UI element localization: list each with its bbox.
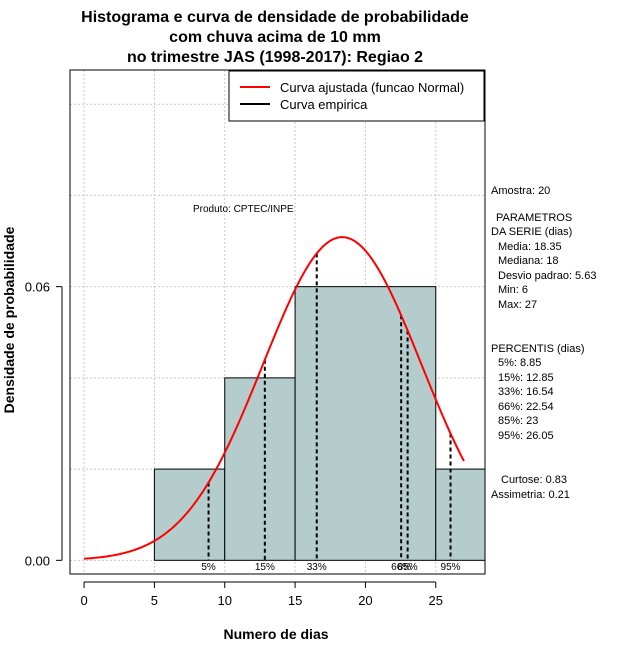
legend-curve-label: Curva ajustada (funcao Normal) (280, 80, 464, 95)
y-axis-label: Densidade de probabilidade (1, 226, 17, 413)
curve-layer (84, 236, 465, 560)
axis-layer: 0 5 10 15 20 25 0.00 0.06 (25, 280, 443, 608)
percentile-label: 15% (255, 562, 275, 573)
bar-layer (153, 286, 486, 561)
x-tick-label: 0 (80, 593, 87, 608)
percentil-5: 5%: 8.85 (498, 357, 541, 369)
chart-title-line-3: no trimestre JAS (1998-2017): Regiao 2 (127, 49, 423, 66)
percentile-layer: 5% 15% 33% 66%85% 95% (201, 253, 461, 573)
x-axis-label: Numero de dias (223, 626, 328, 642)
param-media: Media: 18.35 (498, 241, 562, 253)
parametros-title: PARAMETROS (496, 212, 572, 224)
legend: Curva ajustada (funcao Normal) Curva emp… (228, 70, 485, 122)
chart-title-line-1: Histograma e curva de densidade de proba… (81, 9, 469, 26)
percentil-85: 85%: 23 (498, 415, 538, 427)
histogram-bar (435, 468, 486, 561)
legend-empirical-label: Curva empirica (280, 97, 368, 112)
percentile-label: 66% (391, 562, 411, 573)
param-max: Max: 27 (498, 299, 537, 311)
stats-panel: Amostra: 20 PARAMETROS DA SERIE (dias) M… (491, 185, 596, 501)
percentil-66: 66%: 22.54 (498, 401, 554, 413)
histogram-bar (294, 286, 437, 561)
amostra-text: Amostra: 20 (491, 185, 550, 197)
percentile-label: 95% (441, 562, 461, 573)
percentile-label: 85% (398, 562, 418, 573)
histogram-bar (153, 468, 226, 561)
produto-label: Produto: CPTEC/INPE (193, 204, 294, 215)
x-tick-label: 20 (358, 593, 372, 608)
assimetria-text: Assimetria: 0.21 (491, 489, 570, 501)
percentil-95: 95%: 26.05 (498, 430, 554, 442)
legend-box (228, 70, 485, 122)
param-desvio: Desvio padrao: 5.63 (498, 270, 596, 282)
percentil-15: 15%: 12.85 (498, 372, 554, 384)
param-min: Min: 6 (498, 284, 528, 296)
y-tick-label: 0.06 (25, 280, 50, 295)
percentile-label: 33% (307, 562, 327, 573)
parametros-subtitle: DA SERIE (dias) (491, 226, 572, 238)
plot-frame (69, 69, 486, 575)
chart-title-line-2: com chuva acima de 10 mm (169, 29, 381, 46)
x-tick-label: 25 (429, 593, 443, 608)
x-tick-label: 15 (288, 593, 302, 608)
curtose-text: Curtose: 0.83 (501, 474, 567, 486)
percentil-33: 33%: 16.54 (498, 386, 554, 398)
normal-curve-line (84, 236, 465, 560)
percentis-title: PERCENTIS (dias) (491, 343, 585, 355)
param-mediana: Mediana: 18 (498, 255, 559, 267)
histogram-bar (224, 377, 296, 561)
x-tick-label: 10 (218, 593, 232, 608)
percentile-label: 5% (201, 562, 216, 573)
x-tick-label: 5 (151, 593, 158, 608)
y-tick-label: 0.00 (25, 553, 50, 568)
